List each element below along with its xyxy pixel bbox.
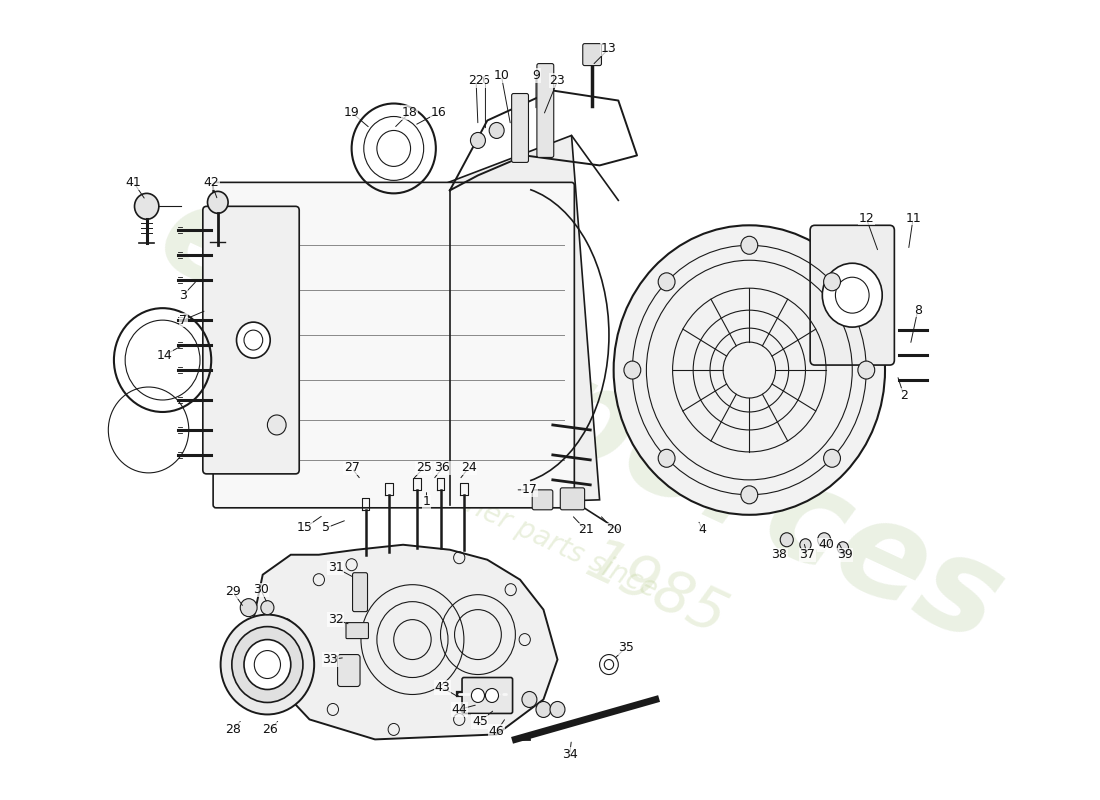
Circle shape (658, 450, 675, 467)
FancyBboxPatch shape (462, 678, 513, 714)
Text: 41: 41 (125, 176, 142, 189)
Circle shape (244, 330, 263, 350)
Text: 28: 28 (224, 723, 241, 736)
Text: 46: 46 (488, 725, 505, 738)
Circle shape (240, 598, 257, 617)
FancyBboxPatch shape (811, 226, 894, 365)
FancyBboxPatch shape (338, 654, 360, 686)
Text: 25: 25 (416, 462, 431, 474)
Text: 23: 23 (550, 74, 565, 87)
Circle shape (521, 691, 537, 707)
FancyBboxPatch shape (583, 44, 602, 66)
Text: 6: 6 (482, 74, 490, 87)
Circle shape (658, 273, 675, 291)
Circle shape (817, 533, 830, 546)
Circle shape (261, 601, 274, 614)
Circle shape (837, 542, 848, 554)
Text: 31: 31 (328, 562, 343, 574)
Circle shape (221, 614, 315, 714)
Text: 29: 29 (224, 585, 241, 598)
Text: 20: 20 (606, 523, 621, 536)
Text: 35: 35 (618, 641, 634, 654)
Circle shape (236, 322, 271, 358)
Text: 34: 34 (562, 748, 578, 761)
Text: 37: 37 (800, 548, 815, 562)
Circle shape (823, 263, 882, 327)
Text: 13: 13 (601, 42, 617, 55)
Text: 19: 19 (343, 106, 360, 119)
Text: 18: 18 (402, 106, 418, 119)
Circle shape (741, 486, 758, 504)
Text: 30: 30 (253, 583, 268, 596)
FancyBboxPatch shape (512, 94, 528, 162)
Text: 4: 4 (698, 523, 706, 536)
Text: 24: 24 (461, 462, 476, 474)
Circle shape (550, 702, 565, 718)
Text: 12: 12 (858, 212, 874, 225)
Text: 11: 11 (905, 212, 921, 225)
Text: 14: 14 (156, 349, 173, 362)
Circle shape (134, 194, 158, 219)
FancyBboxPatch shape (560, 488, 584, 510)
FancyBboxPatch shape (532, 490, 553, 510)
Text: 39: 39 (837, 548, 852, 562)
Text: 33: 33 (322, 653, 338, 666)
Circle shape (824, 450, 840, 467)
FancyBboxPatch shape (202, 206, 299, 474)
Circle shape (614, 226, 886, 515)
Text: 45: 45 (472, 715, 487, 728)
Text: 7: 7 (179, 314, 187, 326)
Text: 44: 44 (451, 703, 468, 716)
Text: 10: 10 (494, 69, 509, 82)
Circle shape (471, 133, 485, 149)
Text: 1985: 1985 (576, 533, 735, 647)
Text: 43: 43 (434, 681, 450, 694)
Text: 3: 3 (179, 289, 187, 302)
Text: 22: 22 (469, 74, 484, 87)
Text: 27: 27 (343, 462, 360, 474)
Text: 21: 21 (578, 523, 593, 536)
Circle shape (254, 650, 280, 678)
Text: 36: 36 (434, 462, 450, 474)
Text: 9: 9 (532, 69, 540, 82)
FancyBboxPatch shape (346, 622, 368, 638)
Circle shape (835, 278, 869, 313)
Circle shape (244, 639, 290, 690)
FancyBboxPatch shape (213, 182, 574, 508)
Circle shape (800, 538, 811, 550)
Text: 2: 2 (900, 389, 908, 402)
Text: 8: 8 (914, 304, 922, 317)
Circle shape (267, 415, 286, 435)
FancyBboxPatch shape (353, 573, 367, 612)
Circle shape (208, 191, 228, 214)
FancyBboxPatch shape (537, 63, 553, 158)
Text: a partner parts since: a partner parts since (387, 456, 662, 604)
Polygon shape (440, 135, 600, 505)
Text: 17: 17 (521, 483, 538, 496)
Circle shape (624, 361, 641, 379)
Circle shape (232, 626, 302, 702)
Text: 32: 32 (328, 613, 343, 626)
Circle shape (858, 361, 874, 379)
Text: 15: 15 (297, 522, 312, 534)
Text: 38: 38 (771, 548, 788, 562)
Circle shape (780, 533, 793, 546)
Circle shape (824, 273, 840, 291)
Text: eurosporces: eurosporces (140, 169, 1022, 670)
Circle shape (485, 689, 498, 702)
Circle shape (536, 702, 551, 718)
Text: 40: 40 (818, 538, 834, 551)
Polygon shape (253, 545, 558, 739)
Circle shape (490, 122, 504, 138)
Text: 16: 16 (431, 106, 447, 119)
Text: 1: 1 (422, 495, 430, 508)
Text: 42: 42 (204, 176, 219, 189)
Text: 26: 26 (262, 723, 278, 736)
Text: 5: 5 (322, 522, 330, 534)
Circle shape (472, 689, 484, 702)
Circle shape (741, 236, 758, 254)
